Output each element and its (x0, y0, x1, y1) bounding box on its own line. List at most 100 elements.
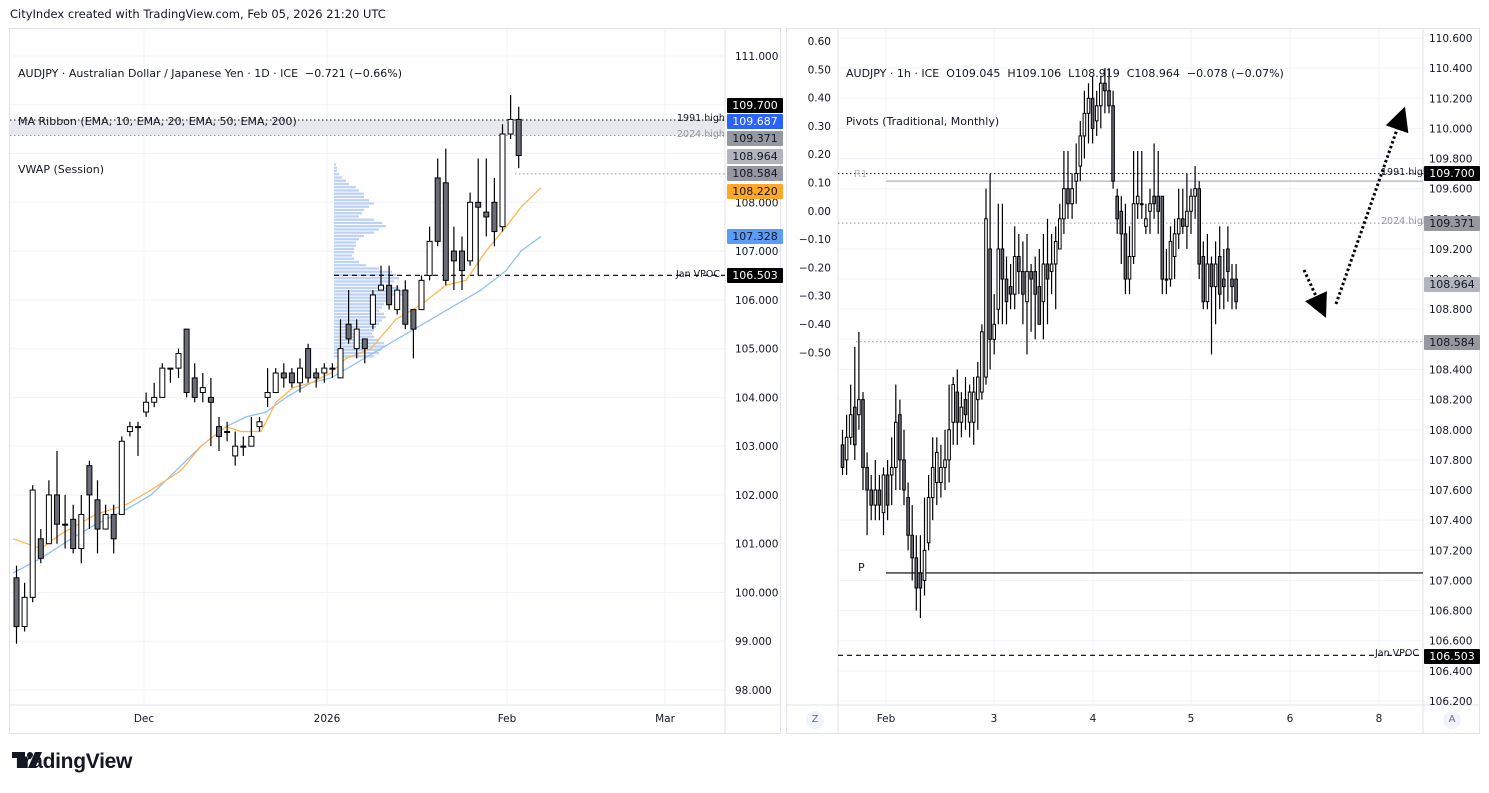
secondary-axis-label: −0.10 (799, 234, 831, 246)
secondary-axis-label: 0.30 (808, 121, 831, 133)
candle-down (1156, 195, 1160, 212)
candle-up (1049, 263, 1054, 273)
daily-chart-panel[interactable]: 111.000110.000109.000108.000107.000106.0… (9, 28, 783, 734)
auto-scale-button[interactable]: A (1443, 711, 1461, 729)
candle-up (926, 497, 931, 544)
label-jan-vpoc: Jan VPOC (676, 269, 721, 280)
candle-down (1222, 278, 1226, 288)
candle-down (885, 474, 890, 506)
candle-up (159, 367, 166, 398)
candle-up (1094, 105, 1099, 122)
candle-up (394, 289, 401, 311)
candle-down (305, 348, 312, 379)
candle-down (918, 572, 923, 589)
price-tag: 106.503 (727, 267, 783, 283)
hourly-chart-canvas[interactable]: 0.60 0.50 0.40 0.30 0.20 0.10 0.00 −0.10 −0.20 −0… (787, 29, 1479, 733)
legend-vwap[interactable]: VWAP (Session) (18, 163, 105, 176)
price-axis-label: 106.000 (735, 295, 778, 307)
candle-up (951, 384, 955, 423)
volume-profile-bar (334, 251, 354, 254)
hourly-chart-panel[interactable]: 0.60 0.50 0.40 0.30 0.20 0.10 0.00 −0.10 −0.20 −0… (786, 28, 1480, 734)
volume-profile-bar (334, 296, 392, 299)
candle-up (922, 549, 927, 581)
candle-up (992, 323, 996, 340)
legend-ma-ribbon[interactable]: MA Ribbon (EMA, 10, EMA, 20, EMA, 50, EM… (18, 115, 297, 128)
volume-profile-bar (334, 205, 369, 208)
candle-up (873, 489, 878, 506)
candle-up (947, 429, 951, 461)
price-tag: 108.220 (727, 183, 783, 199)
label-2024-high: 2024 high (1381, 216, 1429, 227)
candle-up (329, 367, 336, 370)
daily-chart-canvas[interactable]: 111.000110.000109.000108.000107.000106.0… (10, 29, 780, 733)
candle-down (1017, 255, 1021, 273)
price-tag: 108.964 (727, 148, 783, 164)
volume-profile-bar (334, 319, 382, 322)
volume-profile-bar (334, 254, 352, 257)
candle-down (1033, 271, 1037, 295)
tradingview-wordmark: TradingView (12, 750, 133, 773)
candle-down (70, 518, 77, 550)
candle-down (840, 444, 845, 468)
price-tag: 109.687 (727, 113, 783, 129)
candle-up (967, 391, 972, 423)
daily-chart-legend: AUDJPY · Australian Dollar / Japanese Ye… (18, 34, 402, 210)
price-axis-label: 108.800 (1429, 304, 1472, 316)
price-axis-label: 111.000 (735, 51, 778, 63)
price-axis-label: 110.000 (1429, 123, 1472, 135)
volume-profile-bar (334, 231, 374, 234)
candle-up (426, 240, 433, 276)
candle-up (369, 294, 376, 325)
legend-pivots[interactable]: Pivots (Traditional, Monthly) (846, 115, 1000, 128)
volume-profile-bar (334, 179, 346, 182)
tradingview-brand: TradingView (12, 750, 132, 774)
candle-down (898, 414, 902, 461)
candle-up (507, 118, 514, 135)
price-axis-label: 100.000 (735, 587, 778, 599)
candle-down (906, 497, 910, 536)
secondary-axis-label: −0.20 (799, 262, 831, 274)
price-tag: 108.964 (1424, 276, 1480, 292)
volume-profile-bar (334, 186, 356, 189)
price-tag: 109.700 (727, 97, 783, 113)
volume-profile-bar (334, 286, 399, 290)
candle-down (1152, 195, 1156, 205)
candle-up (467, 201, 474, 262)
candle-up (1172, 233, 1177, 257)
volume-profile-bar (334, 312, 384, 316)
price-axis-label: 110.600 (1429, 33, 1472, 45)
price-axis-label: 103.000 (735, 441, 778, 453)
candle-down (288, 372, 295, 384)
candle-down (1234, 278, 1238, 303)
candle-down (280, 372, 287, 379)
candle-up (264, 392, 271, 398)
candle-down (54, 494, 60, 525)
price-axis-label: 110.400 (1429, 63, 1472, 75)
candle-up (256, 421, 263, 428)
candle-down (450, 250, 457, 262)
candle-down (1103, 82, 1107, 92)
price-tag: 108.584 (727, 165, 783, 181)
label-1991-high: 1991 high (1381, 167, 1429, 178)
candle-up (1099, 82, 1103, 107)
candle-up (1135, 195, 1140, 205)
zoom-reset-button[interactable]: Z (806, 711, 824, 729)
candle-down (1037, 286, 1042, 325)
price-axis-label: 109.800 (1429, 154, 1472, 166)
price-axis-label: 99.000 (735, 636, 772, 648)
volume-profile-bar (334, 332, 372, 335)
candle-down (207, 396, 214, 403)
candle-down (434, 177, 441, 242)
candle-down (1181, 218, 1185, 227)
secondary-axis-label: 0.10 (808, 178, 831, 190)
candle-up (175, 352, 182, 369)
candle-up (151, 396, 158, 403)
price-axis-label: 107.600 (1429, 485, 1472, 497)
candle-up (971, 391, 976, 423)
candle-up (1127, 255, 1132, 280)
candle-down (386, 284, 393, 306)
price-axis-label: 108.000 (735, 197, 778, 209)
volume-profile-bar (334, 299, 389, 303)
candle-down (191, 377, 198, 398)
volume-profile-bar (334, 182, 349, 186)
